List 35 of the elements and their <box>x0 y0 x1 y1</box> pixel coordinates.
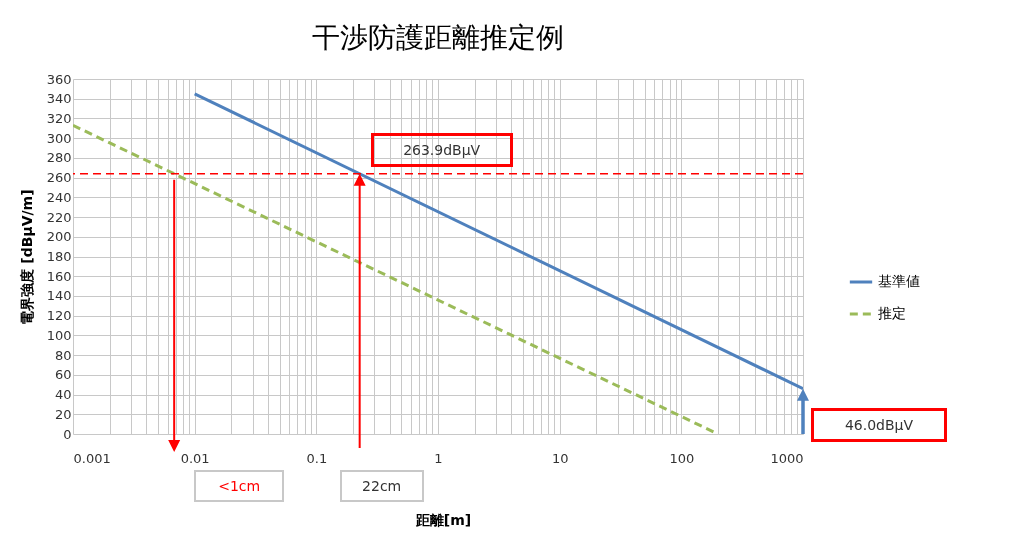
x-tick-label: 1 <box>434 450 443 466</box>
y-tick-label: 360 <box>46 71 72 87</box>
annotation: 263.9dBµV <box>370 132 513 167</box>
y-tick-label: 60 <box>54 367 72 383</box>
text: 22cm <box>339 470 424 502</box>
y-tick-label: 280 <box>46 150 72 166</box>
text: <1cm <box>194 470 285 502</box>
y-tick-label: 120 <box>46 308 72 324</box>
legend-label: 推定 <box>878 305 906 321</box>
y-tick-label: 260 <box>46 170 72 186</box>
y-tick-label: 240 <box>46 189 72 205</box>
y-tick-label: 80 <box>54 347 72 363</box>
x-tick-label: 10 <box>551 450 569 466</box>
x-tick-label: 0.001 <box>73 450 111 466</box>
y-tick-label: 140 <box>46 288 72 304</box>
x-axis-title: 距離[m] <box>414 511 472 528</box>
y-tick-label: 20 <box>54 406 72 422</box>
text: 46.0dBµV <box>811 407 947 442</box>
y-tick-label: 220 <box>46 209 72 225</box>
y-tick-label: 40 <box>54 387 72 403</box>
x-tick-label: 0.01 <box>180 450 210 466</box>
x-tick-label: 0.1 <box>306 450 328 466</box>
y-tick-label: 100 <box>46 327 72 343</box>
x-tick-label: 1000 <box>770 450 804 466</box>
y-tick-label: 180 <box>46 249 72 264</box>
chart-title: 干渉防護距離推定例 <box>312 21 564 54</box>
y-tick-label: 160 <box>46 268 72 284</box>
y-tick-label: 300 <box>46 130 72 146</box>
legend-label: 基準値 <box>878 273 920 289</box>
y-tick-label: 200 <box>46 229 72 245</box>
y-axis-title: 電界強度 [dBµV/m] <box>18 189 35 325</box>
y-tick-label: 0 <box>63 426 72 442</box>
x-tick-label: 100 <box>669 450 695 466</box>
y-tick-label: 340 <box>46 91 72 107</box>
y-tick-label: 320 <box>46 110 72 126</box>
